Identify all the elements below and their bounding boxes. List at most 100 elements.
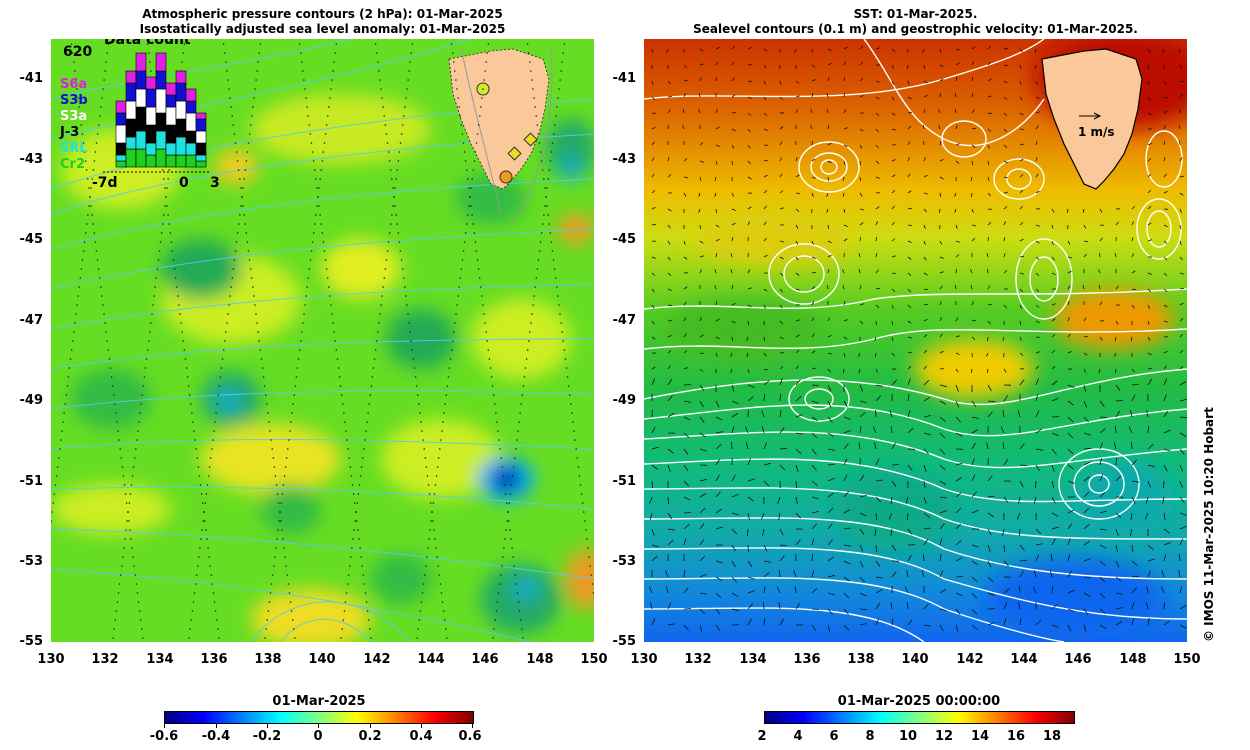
altimeter-track-point — [460, 268, 463, 270]
velocity-vector — [1131, 253, 1135, 258]
velocity-vector — [763, 462, 771, 466]
altimeter-track-point — [370, 385, 373, 387]
velocity-vector — [987, 112, 992, 115]
altimeter-track-point — [403, 115, 405, 117]
velocity-vector — [1067, 589, 1075, 594]
velocity-vector — [763, 560, 771, 563]
altimeter-track-point — [547, 214, 549, 216]
velocity-vector — [1051, 432, 1059, 437]
altimeter-track-point — [487, 349, 490, 351]
velocity-vector — [827, 539, 833, 546]
velocity-vector — [971, 336, 976, 341]
altimeter-track-point — [164, 187, 166, 189]
velocity-vector — [875, 112, 880, 116]
altimeter-track-point — [492, 394, 495, 396]
altimeter-track-point — [232, 268, 235, 270]
lon-tick: 140 — [901, 652, 929, 667]
altimeter-track-point — [360, 556, 363, 558]
velocity-vector — [747, 64, 753, 66]
velocity-vector — [891, 205, 895, 210]
tide-gauge-marker[interactable] — [523, 132, 538, 147]
altimeter-track-point — [163, 214, 165, 216]
altimeter-track-point — [132, 556, 134, 558]
data-count-bar — [115, 112, 127, 126]
altimeter-track-point — [198, 556, 200, 558]
velocity-vector — [1067, 464, 1074, 470]
altimeter-track-point — [565, 367, 568, 369]
velocity-vector — [762, 528, 765, 536]
velocity-vector — [939, 570, 944, 578]
velocity-vector — [939, 496, 947, 499]
altimeter-track-point — [306, 106, 308, 108]
velocity-vector — [1003, 191, 1008, 194]
altimeter-track-point — [538, 250, 541, 252]
altimeter-track-point — [409, 61, 412, 63]
altimeter-track-point — [562, 52, 565, 54]
altimeter-track-point — [462, 250, 465, 252]
altimeter-track-point — [494, 403, 496, 405]
altimeter-track-point — [87, 214, 89, 216]
velocity-vector — [747, 512, 750, 520]
velocity-vector — [1147, 558, 1155, 562]
velocity-vector — [651, 48, 653, 54]
altimeter-track-point — [160, 232, 163, 234]
altimeter-track-point — [483, 313, 485, 315]
velocity-vector — [907, 512, 909, 521]
altimeter-track-point — [452, 340, 454, 342]
velocity-vector — [1035, 528, 1042, 535]
colorbar-tickmark — [267, 724, 268, 728]
velocity-vector — [1019, 96, 1023, 101]
velocity-vector — [1115, 560, 1120, 568]
altimeter-track-point — [167, 214, 169, 216]
velocity-vector — [1067, 256, 1072, 259]
altimeter-track-point — [191, 412, 193, 414]
velocity-vector — [1035, 157, 1038, 162]
altimeter-track-point — [107, 43, 110, 45]
altimeter-track-point — [408, 70, 411, 72]
velocity-vector — [907, 224, 913, 226]
velocity-vector — [971, 491, 978, 498]
altimeter-track-point — [478, 277, 481, 279]
tide-gauge-marker[interactable] — [507, 146, 522, 161]
velocity-vector — [1163, 224, 1168, 228]
altimeter-track-point — [70, 349, 73, 351]
altimeter-track-point — [130, 538, 132, 540]
altimeter-track-point — [542, 223, 544, 225]
velocity-vector — [715, 444, 722, 450]
data-count-bar — [145, 124, 157, 144]
velocity-vector — [1067, 523, 1073, 530]
velocity-vector — [827, 62, 832, 66]
altimeter-track-point — [562, 340, 564, 342]
velocity-vector — [1163, 157, 1166, 162]
altimeter-track-point — [302, 70, 304, 72]
velocity-vector — [1051, 272, 1056, 276]
altimeter-track-point — [119, 448, 121, 450]
velocity-vector — [1083, 368, 1087, 373]
altimeter-track-point — [387, 151, 390, 153]
velocity-vector — [699, 334, 704, 338]
altimeter-track-point — [340, 394, 343, 396]
velocity-vector — [923, 94, 928, 98]
velocity-vector — [827, 160, 832, 164]
altimeter-track-point — [421, 592, 424, 594]
sst-map[interactable]: 1 m/s — [644, 39, 1187, 642]
velocity-vector — [779, 320, 784, 325]
altimeter-track-point — [475, 250, 478, 252]
velocity-vector — [939, 432, 946, 439]
sea-level-anomaly-map[interactable]: 620 Data count S6a S3b S3a J-3 SRL Cr2 -… — [51, 39, 594, 642]
sla-colorbar-title: 01-Mar-2025 — [272, 694, 366, 709]
velocity-vector — [747, 112, 752, 116]
velocity-vector — [667, 272, 672, 276]
velocity-vector — [987, 304, 993, 306]
lon-tick: 138 — [254, 652, 282, 667]
altimeter-track-point — [521, 394, 524, 396]
velocity-vector — [1019, 320, 1022, 325]
velocity-vector — [859, 285, 862, 290]
velocity-vector — [843, 352, 846, 357]
tide-gauge-marker[interactable] — [499, 170, 513, 184]
altimeter-track-point — [90, 187, 92, 189]
legend-s3b: S3b — [60, 93, 88, 108]
altimeter-track-point — [571, 412, 573, 414]
sla-field — [51, 94, 594, 642]
velocity-vector — [907, 288, 911, 293]
